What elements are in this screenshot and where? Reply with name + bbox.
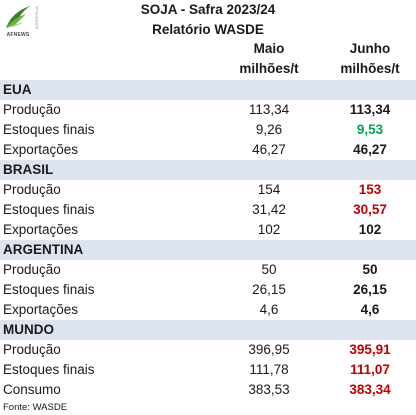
value-junho: 46,27 (353, 142, 387, 157)
column-header-junho: Junho milhões/t (340, 41, 400, 76)
table-row: Exportações 102 102 (0, 220, 416, 240)
value-maio: 396,95 (248, 342, 290, 357)
value-junho: 4,6 (360, 302, 380, 317)
value-maio: 154 (257, 182, 281, 197)
value-maio: 102 (257, 222, 281, 237)
section-header-eua: EUA (0, 80, 416, 100)
value-maio: 50 (261, 262, 277, 277)
value-junho: 102 (358, 222, 382, 237)
section-header-mundo: MUNDO (0, 320, 416, 340)
row-label: Estoques finais (3, 122, 95, 137)
value-maio: 4,6 (259, 302, 279, 317)
leaf-logo-icon (6, 6, 30, 28)
table-row: Estoques finais 111,78 111,07 (0, 360, 416, 380)
logo-brand: AFNEWS (6, 32, 30, 38)
value-junho: 50 (362, 262, 378, 277)
value-maio: 111,78 (249, 362, 289, 377)
value-maio: 46,27 (252, 142, 286, 157)
value-maio: 113,34 (248, 102, 290, 117)
value-junho: 113,34 (349, 102, 391, 117)
table-row: Estoques finais 9,26 9,53 (0, 120, 416, 140)
table-row: Produção 113,34 113,34 (0, 100, 416, 120)
value-maio: 26,15 (252, 282, 286, 297)
section-header-brasil: BRASIL (0, 160, 416, 180)
value-junho: 9,53 (356, 122, 384, 137)
row-label: Estoques finais (3, 362, 95, 377)
table-row: Exportações 4,6 4,6 (0, 300, 416, 320)
value-junho: 383,34 (349, 382, 391, 397)
source-note: Fonte: WASDE (3, 402, 68, 413)
value-junho: 395,91 (349, 342, 391, 357)
row-label: Produção (3, 342, 61, 357)
table-row: Estoques finais 26,15 26,15 (0, 280, 416, 300)
row-label: Estoques finais (3, 282, 95, 297)
table-row: Exportações 46,27 46,27 (0, 140, 416, 160)
row-label: Exportações (3, 222, 79, 237)
value-junho: 26,15 (353, 282, 387, 297)
value-junho: 30,57 (353, 202, 387, 217)
value-maio: 9,26 (255, 122, 283, 137)
column-header-maio: Maio milhões/t (239, 41, 299, 76)
afnews-logo: AFNEWS AGRÍCOLA (2, 2, 46, 38)
table-row: Estoques finais 31,42 30,57 (0, 200, 416, 220)
table-row: Produção 50 50 (0, 260, 416, 280)
row-label: Produção (3, 262, 61, 277)
row-label: Exportações (3, 142, 79, 157)
value-maio: 31,42 (252, 202, 286, 217)
row-label: Exportações (3, 302, 79, 317)
value-junho: 153 (358, 182, 382, 197)
report-subtitle: Relatório WASDE (152, 22, 264, 37)
row-label: Consumo (3, 382, 61, 397)
table-row: Produção 396,95 395,91 (0, 340, 416, 360)
section-header-argentina: ARGENTINA (0, 240, 416, 260)
value-maio: 383,53 (248, 382, 290, 397)
table-row: Produção 154 153 (0, 180, 416, 200)
table-row: Consumo 383,53 383,34 (0, 380, 416, 400)
value-junho: 111,07 (350, 362, 390, 377)
report-title: SOJA - Safra 2023/24 (140, 2, 276, 17)
row-label: Produção (3, 182, 61, 197)
row-label: Estoques finais (3, 202, 95, 217)
row-label: Produção (3, 102, 61, 117)
